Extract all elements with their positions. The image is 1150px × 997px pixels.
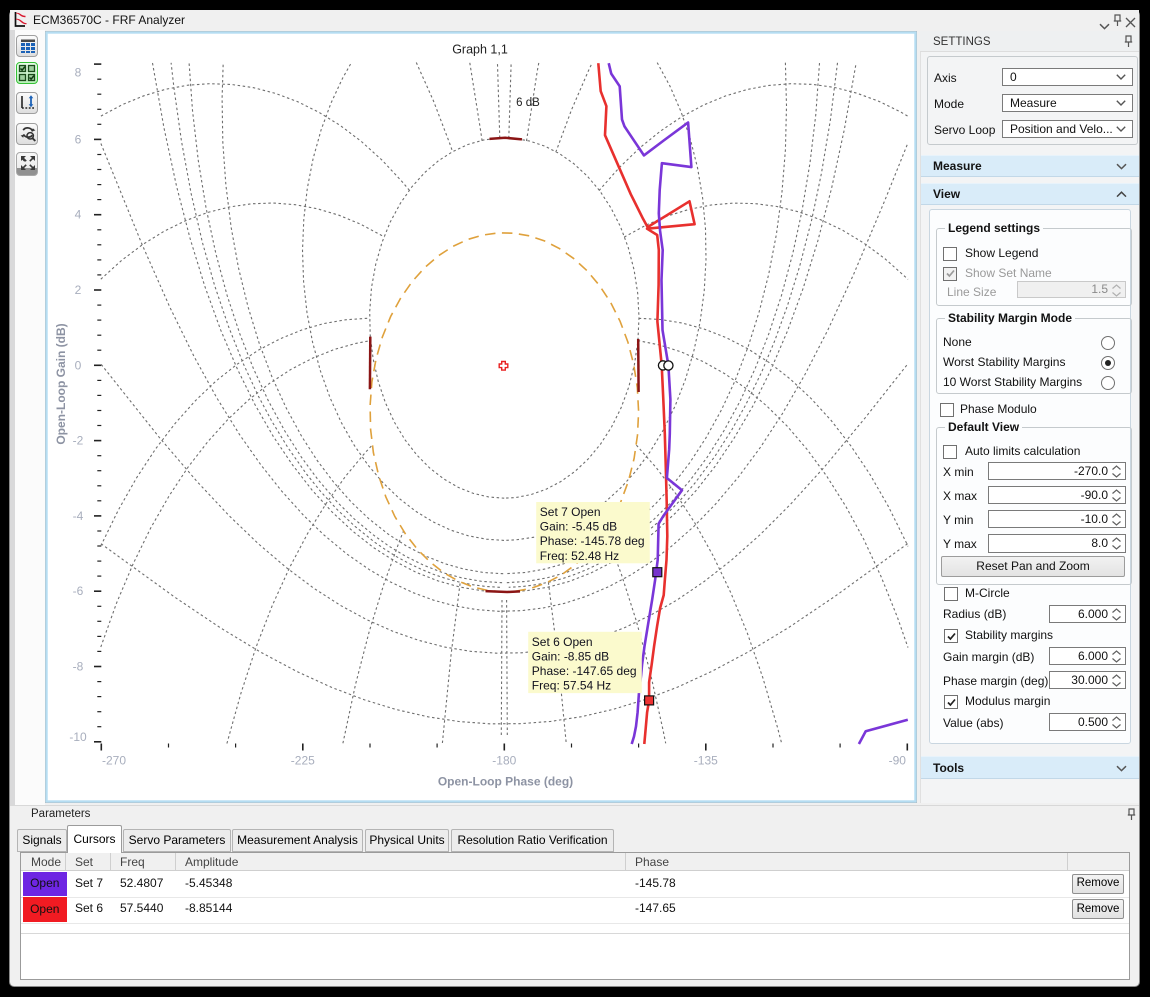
svg-text:-180: -180	[492, 754, 516, 768]
svg-text:4: 4	[75, 208, 82, 222]
svg-text:Gain: -5.45 dB: Gain: -5.45 dB	[540, 520, 617, 534]
svg-text:Freq: 57.54 Hz: Freq: 57.54 Hz	[532, 679, 611, 693]
svg-text:Gain: -8.85 dB: Gain: -8.85 dB	[532, 649, 609, 663]
svg-text:-225: -225	[291, 754, 315, 768]
svg-text:-135: -135	[694, 754, 718, 768]
svg-text:-8: -8	[73, 660, 84, 674]
svg-text:Open-Loop Phase (deg): Open-Loop Phase (deg)	[438, 775, 573, 789]
svg-text:Phase: -147.65 deg: Phase: -147.65 deg	[532, 664, 637, 678]
svg-text:-4: -4	[73, 509, 84, 523]
svg-text:0: 0	[75, 358, 82, 372]
svg-text:6 dB: 6 dB	[516, 97, 540, 109]
svg-text:Open-Loop Gain (dB): Open-Loop Gain (dB)	[54, 323, 68, 444]
svg-text:-10: -10	[69, 730, 87, 744]
svg-text:Graph 1,1: Graph 1,1	[452, 43, 508, 57]
svg-text:2: 2	[75, 283, 82, 297]
svg-text:Phase: -145.78 deg: Phase: -145.78 deg	[540, 534, 645, 548]
svg-text:8: 8	[75, 66, 82, 80]
svg-text:-90: -90	[889, 754, 907, 768]
svg-text:Set 6 Open: Set 6 Open	[532, 635, 593, 649]
svg-text:Set 7 Open: Set 7 Open	[540, 505, 601, 519]
svg-text:Freq: 52.48 Hz: Freq: 52.48 Hz	[540, 549, 619, 563]
svg-text:-6: -6	[73, 584, 84, 598]
svg-text:-270: -270	[102, 754, 126, 768]
svg-text:6: 6	[75, 132, 82, 146]
svg-text:-2: -2	[73, 434, 84, 448]
